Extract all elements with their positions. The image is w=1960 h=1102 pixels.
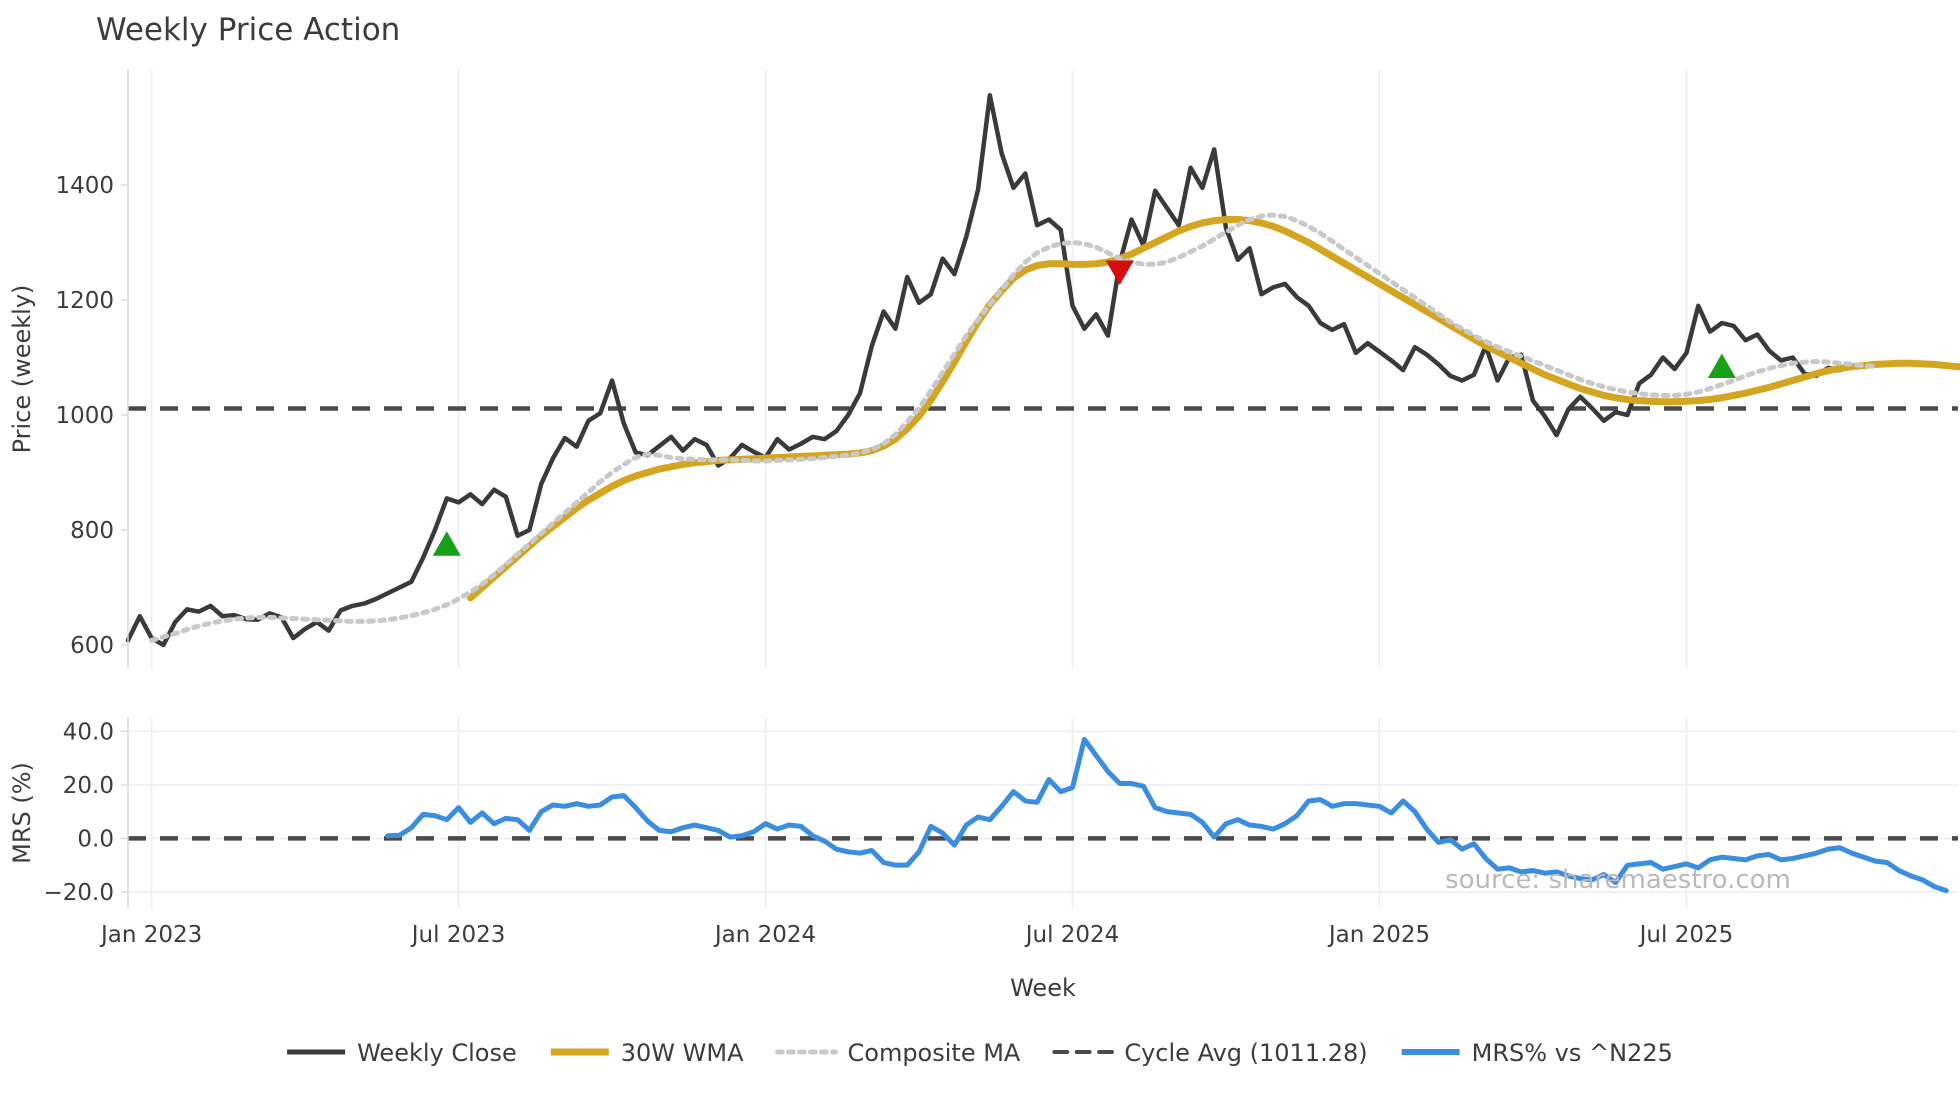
y-axis-tick-label: 20.0 — [63, 773, 114, 799]
y-axis-tick-label: 1000 — [55, 403, 114, 429]
x-axis-tick-label: Jul 2025 — [1638, 922, 1734, 948]
x-axis-tick-label: Jul 2024 — [1024, 922, 1120, 948]
y-axis-tick-label: 1200 — [55, 288, 114, 314]
series-mrs-vs-n225 — [385, 736, 1949, 894]
page-title: Weekly Price Action — [96, 12, 400, 48]
x-axis-tick-label: Jan 2023 — [99, 922, 202, 948]
y-axis-tick-label: 800 — [70, 518, 114, 544]
y-axis-tick-label: 600 — [70, 633, 114, 659]
price-panel: 600 800 1000 1200 1400 Price (weekly) — [8, 70, 1960, 668]
legend-label-5[interactable]: MRS% vs ^N225 — [1472, 1039, 1673, 1067]
y-axis-tick-label: 1400 — [55, 173, 114, 199]
sell-signal-marker — [1105, 260, 1134, 285]
x-axis-tick-label: Jan 2025 — [1327, 922, 1430, 948]
series-composite-ma — [149, 212, 1878, 643]
y-axis-title: MRS (%) — [8, 762, 36, 864]
legend-label-1[interactable]: Weekly Close — [357, 1039, 517, 1067]
legend-label-4[interactable]: Cycle Avg (1011.28) — [1124, 1039, 1367, 1067]
legend-label-2[interactable]: 30W WMA — [621, 1039, 744, 1067]
series-weekly-close — [125, 93, 1843, 648]
y-axis-tick-label: 0.0 — [77, 826, 114, 852]
buy-signal-marker — [1707, 353, 1736, 379]
mrs-panel: −20.0 0.0 20.0 40.0 MRS (%) Jan 2023 Jul 2023 J… — [8, 718, 1958, 1002]
y-axis-title: Price (weekly) — [8, 285, 36, 454]
y-axis-tick-label: 40.0 — [63, 719, 114, 745]
legend-label-3[interactable]: Composite MA — [848, 1039, 1021, 1067]
x-axis-title: Week — [1010, 974, 1076, 1002]
y-axis-tick-label: −20.0 — [44, 880, 114, 906]
x-axis-tick-label: Jul 2023 — [410, 922, 506, 948]
buy-signal-marker — [432, 531, 461, 556]
source-watermark: source: sharemaestro.com — [1445, 865, 1791, 895]
chart-legend: Weekly Close 30W WMA Composite MA Cycle Avg… — [287, 1039, 1673, 1067]
x-axis-tick-label: Jan 2024 — [713, 922, 816, 948]
